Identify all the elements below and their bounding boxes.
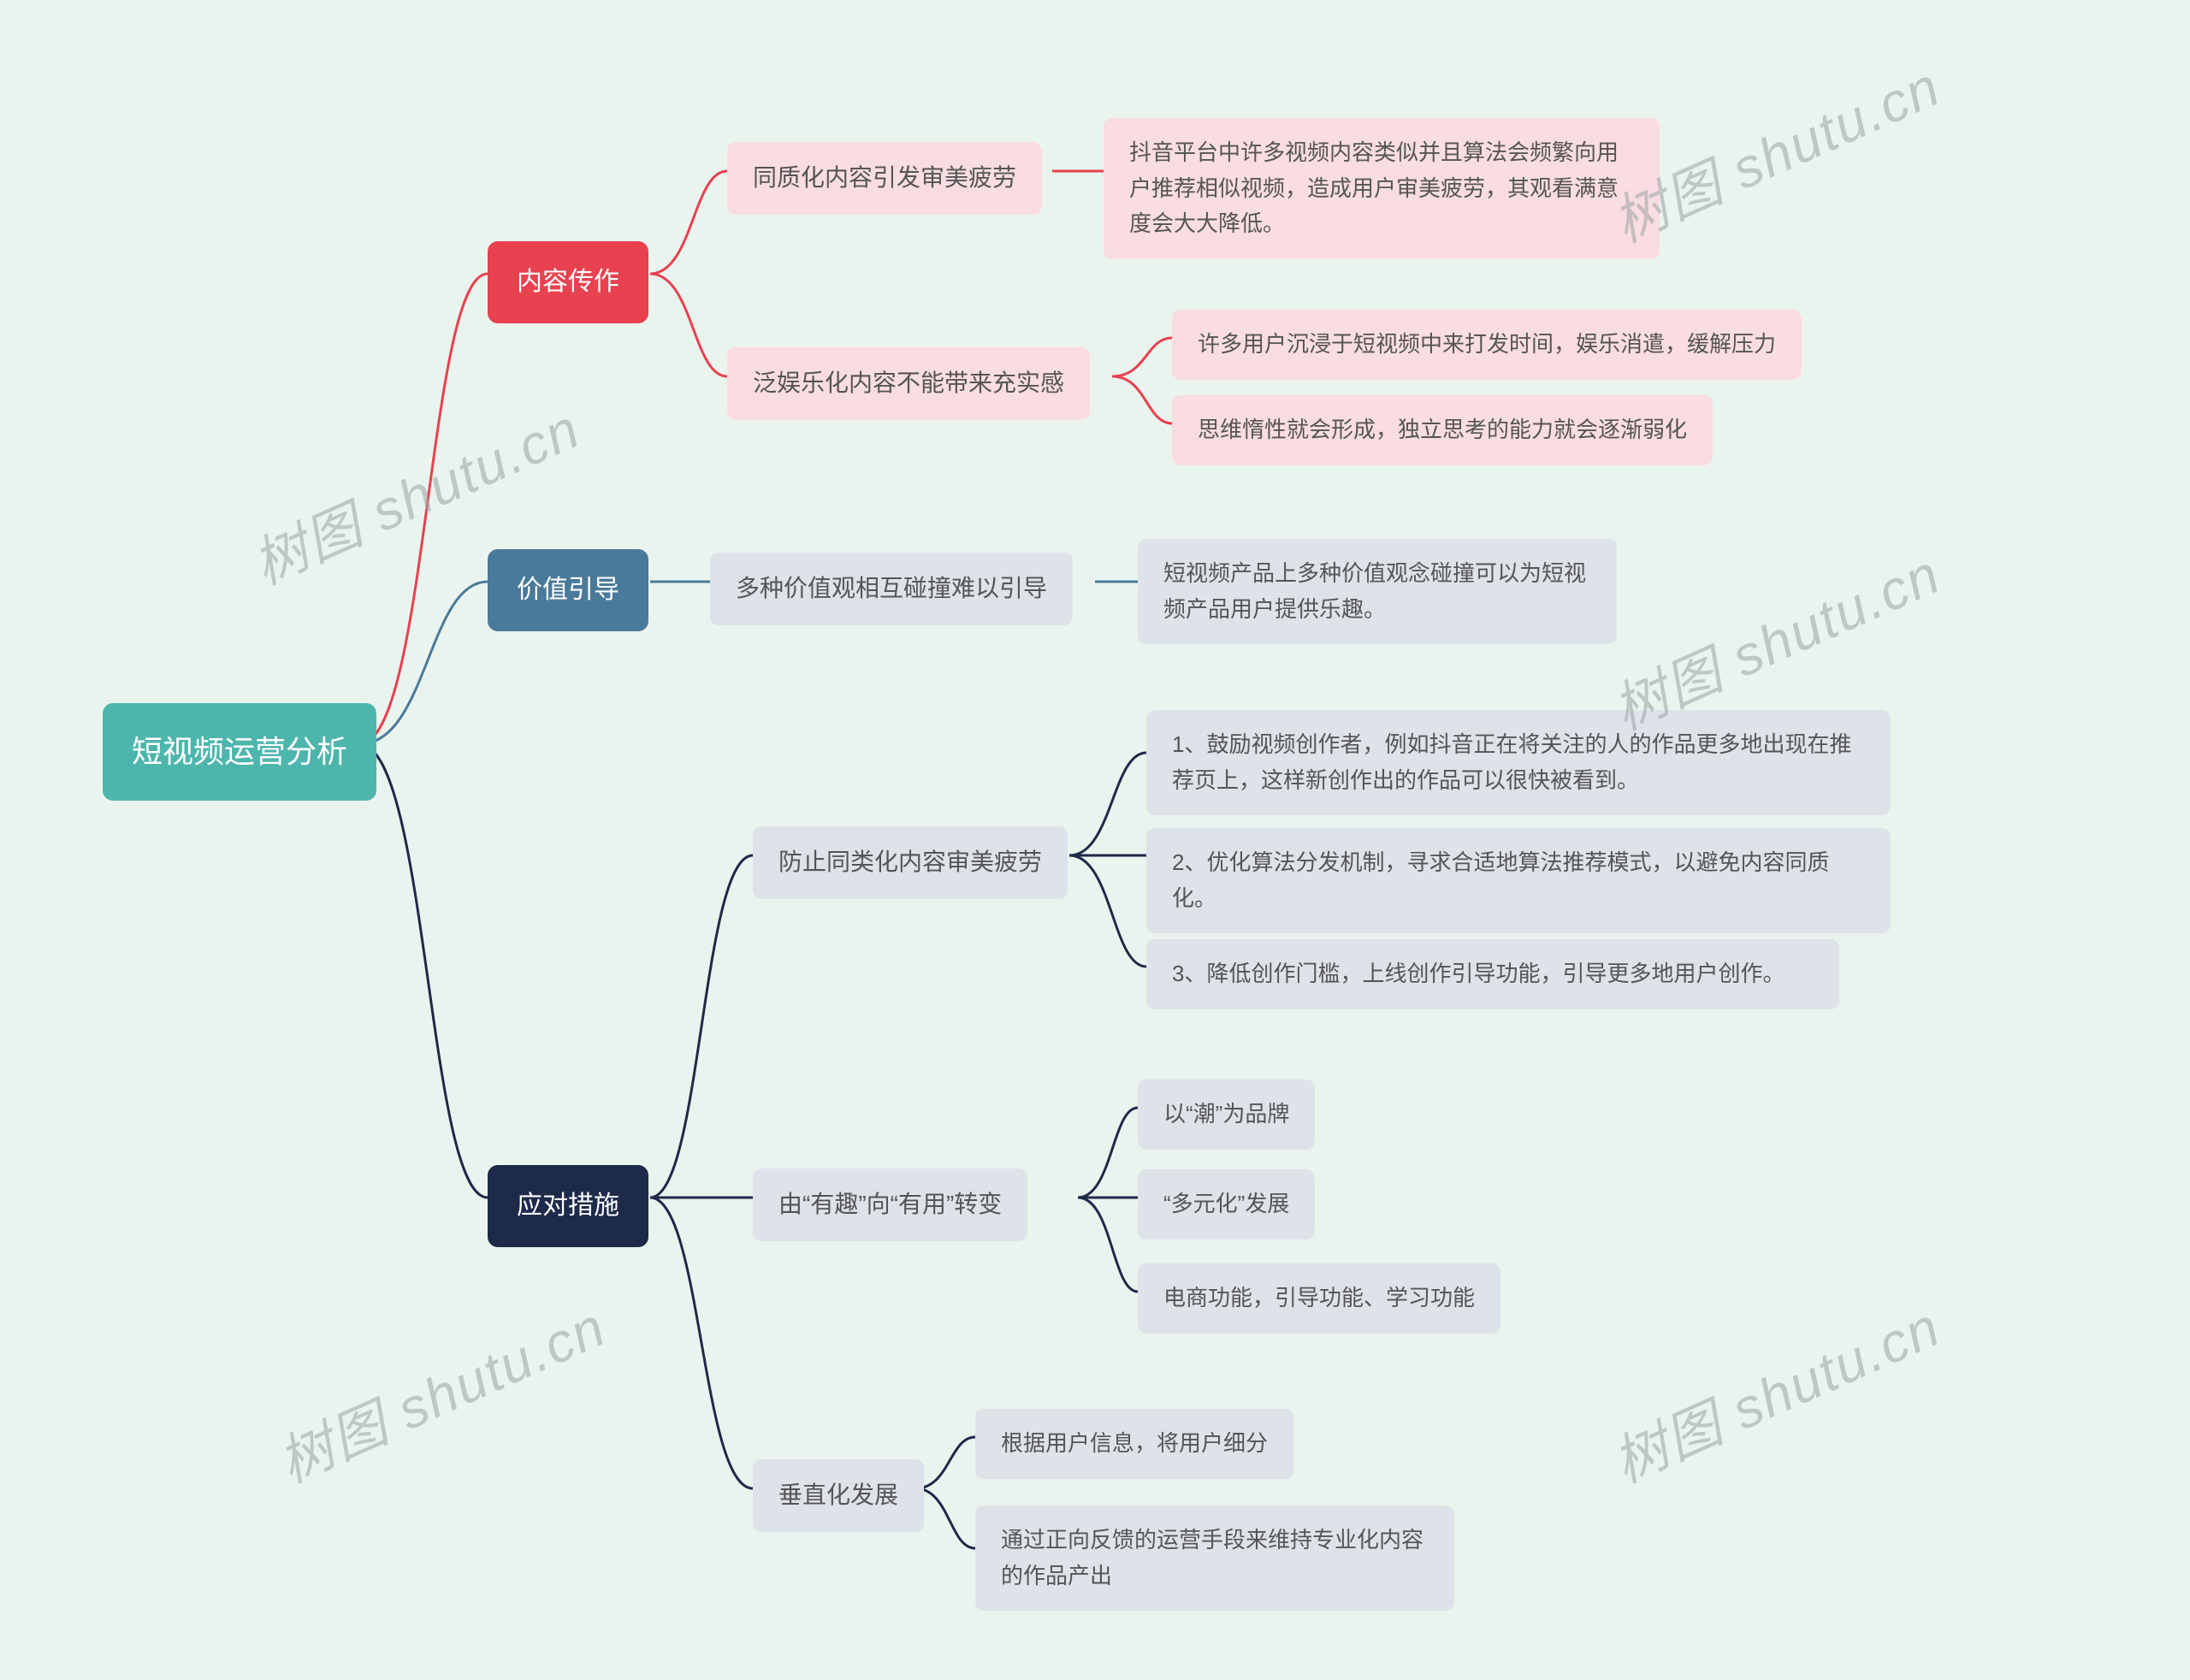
leaf-b1s2l2: 思维惰性就会形成，独立思考的能力就会逐渐弱化 — [1172, 395, 1713, 465]
sub-fun-to-useful: 由“有趣”向“有用”转变 — [753, 1168, 1027, 1241]
edge-b1-b1s2 — [650, 274, 727, 376]
edge-b3s1-l3 — [1069, 855, 1146, 967]
leaf-b3s3l1: 根据用户信息，将用户细分 — [975, 1409, 1293, 1479]
sub-prevent-fatigue: 防止同类化内容审美疲劳 — [753, 826, 1068, 899]
branch-content: 内容传作 — [488, 241, 648, 323]
leaf-b2s1l1: 短视频产品上多种价值观念碰撞可以为短视频产品用户提供乐趣。 — [1138, 539, 1617, 644]
leaf-b3s1l1: 1、鼓励视频创作者，例如抖音正在将关注的人的作品更多地出现在推荐页上，这样新创作… — [1146, 710, 1891, 815]
edge-b3-b3s3 — [650, 1198, 753, 1488]
leaf-b3s1l2: 2、优化算法分发机制，寻求合适地算法推荐模式，以避免内容同质化。 — [1146, 828, 1891, 933]
leaf-b3s2l3: 电商功能，引导功能、学习功能 — [1138, 1263, 1500, 1334]
edge-b1s2-l1 — [1112, 338, 1172, 376]
edge-root-b1 — [359, 274, 488, 744]
edge-b1s2-l2 — [1112, 376, 1172, 423]
sub-vertical: 垂直化发展 — [753, 1459, 924, 1532]
edge-b3s2-l1 — [1078, 1108, 1138, 1198]
root-node: 短视频运营分析 — [103, 703, 376, 801]
leaf-b1s1l1: 抖音平台中许多视频内容类似并且算法会频繁向用户推荐相似视频，造成用户审美疲劳，其… — [1104, 118, 1660, 259]
edge-root-b3 — [359, 744, 488, 1198]
sub-homogeneous: 同质化内容引发审美疲劳 — [727, 142, 1042, 215]
watermark: 树图 shutu.cn — [1599, 1284, 1951, 1499]
watermark: 树图 shutu.cn — [264, 1284, 617, 1499]
leaf-b3s2l2: “多元化”发展 — [1138, 1169, 1315, 1239]
edge-b3s1-l1 — [1069, 753, 1146, 855]
sub-entertainment: 泛娱乐化内容不能带来充实感 — [727, 347, 1090, 420]
branch-measures: 应对措施 — [488, 1165, 648, 1247]
edge-b3s2-l3 — [1078, 1198, 1138, 1292]
leaf-b3s2l1: 以“潮”为品牌 — [1138, 1080, 1315, 1150]
leaf-b3s1l3: 3、降低创作门槛，上线创作引导功能，引导更多地用户创作。 — [1146, 939, 1839, 1009]
edge-root-b2 — [359, 582, 488, 744]
edge-b3-b3s1 — [650, 855, 753, 1198]
edge-b3s3-l1 — [915, 1437, 975, 1488]
sub-values-collide: 多种价值观相互碰撞难以引导 — [710, 553, 1073, 625]
leaf-b3s3l2: 通过正向反馈的运营手段来维持专业化内容的作品产出 — [975, 1505, 1454, 1611]
edge-b1-b1s1 — [650, 171, 727, 274]
edge-b3s3-l2 — [915, 1488, 975, 1548]
branch-value: 价值引导 — [488, 549, 648, 631]
leaf-b1s2l1: 许多用户沉浸于短视频中来打发时间，娱乐消遣，缓解压力 — [1172, 310, 1802, 380]
